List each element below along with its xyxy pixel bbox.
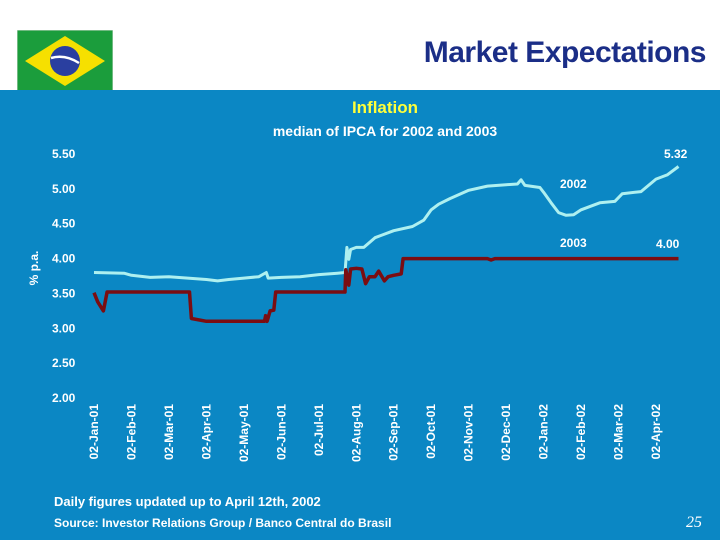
x-tick-label: 02-Jul-01 — [312, 404, 326, 456]
chart-title: Inflation — [351, 98, 419, 117]
series-line-2002 — [93, 165, 680, 283]
x-tick-label: 02-Apr-01 — [199, 404, 213, 460]
x-tick-label: 02-Nov-01 — [462, 404, 476, 462]
end-label-2003: 4.00 — [656, 237, 680, 251]
x-tick-label: 02-Aug-01 — [349, 404, 363, 462]
y-tick-label: 3.50 — [52, 286, 76, 300]
x-axis-ticks: 02-Jan-01 02-Feb-01 02-Mar-01 02-Apr-01 02-M… — [87, 404, 663, 462]
x-tick-label: 02-Oct-01 — [424, 404, 438, 459]
series-name-2002: 2002 — [560, 177, 587, 191]
x-tick-label: 02-Jun-01 — [274, 404, 288, 460]
y-tick-label: 2.00 — [52, 391, 76, 405]
series-lines — [92, 165, 680, 324]
y-tick-label: 4.00 — [52, 252, 76, 266]
y-tick-label: 3.00 — [52, 321, 76, 335]
series-name-2003: 2003 — [560, 236, 587, 250]
x-tick-label: 02-May-01 — [237, 404, 251, 462]
y-axis-label: % p.a. — [27, 251, 41, 286]
y-axis-ticks: 5.50 5.00 4.50 4.00 3.50 3.00 2.50 2.00 — [52, 147, 76, 405]
x-tick-label: 02-Sep-01 — [387, 404, 401, 461]
page-title: Market Expectations — [423, 36, 707, 69]
end-label-2002: 5.32 — [664, 147, 688, 161]
update-note: Daily figures updated up to April 12th, … — [54, 494, 321, 509]
header: Market Expectations — [0, 0, 720, 92]
page-number: 25 — [686, 514, 702, 531]
x-tick-label: 02-Jan-02 — [537, 404, 551, 460]
y-tick-label: 5.50 — [52, 147, 76, 161]
y-tick-label: 5.00 — [52, 182, 76, 196]
brazil-flag-icon — [17, 30, 113, 92]
source-text: Source: Investor Relations Group / Banco… — [54, 516, 392, 530]
x-tick-label: 02-Apr-02 — [649, 404, 663, 460]
x-tick-label: 02-Mar-02 — [612, 404, 626, 460]
x-tick-label: 02-Jan-01 — [87, 404, 101, 460]
x-tick-label: 02-Dec-01 — [499, 404, 513, 461]
data-labels: 2002 2003 5.32 4.00 — [560, 147, 688, 251]
x-tick-label: 02-Feb-02 — [574, 404, 588, 460]
series-line-2003 — [92, 256, 679, 324]
y-tick-label: 2.50 — [52, 356, 76, 370]
chart-subtitle: median of IPCA for 2002 and 2003 — [272, 123, 498, 139]
header-divider — [0, 90, 720, 96]
x-tick-label: 02-Mar-01 — [162, 404, 176, 460]
y-tick-label: 4.50 — [52, 217, 76, 231]
x-tick-label: 02-Feb-01 — [124, 404, 138, 460]
